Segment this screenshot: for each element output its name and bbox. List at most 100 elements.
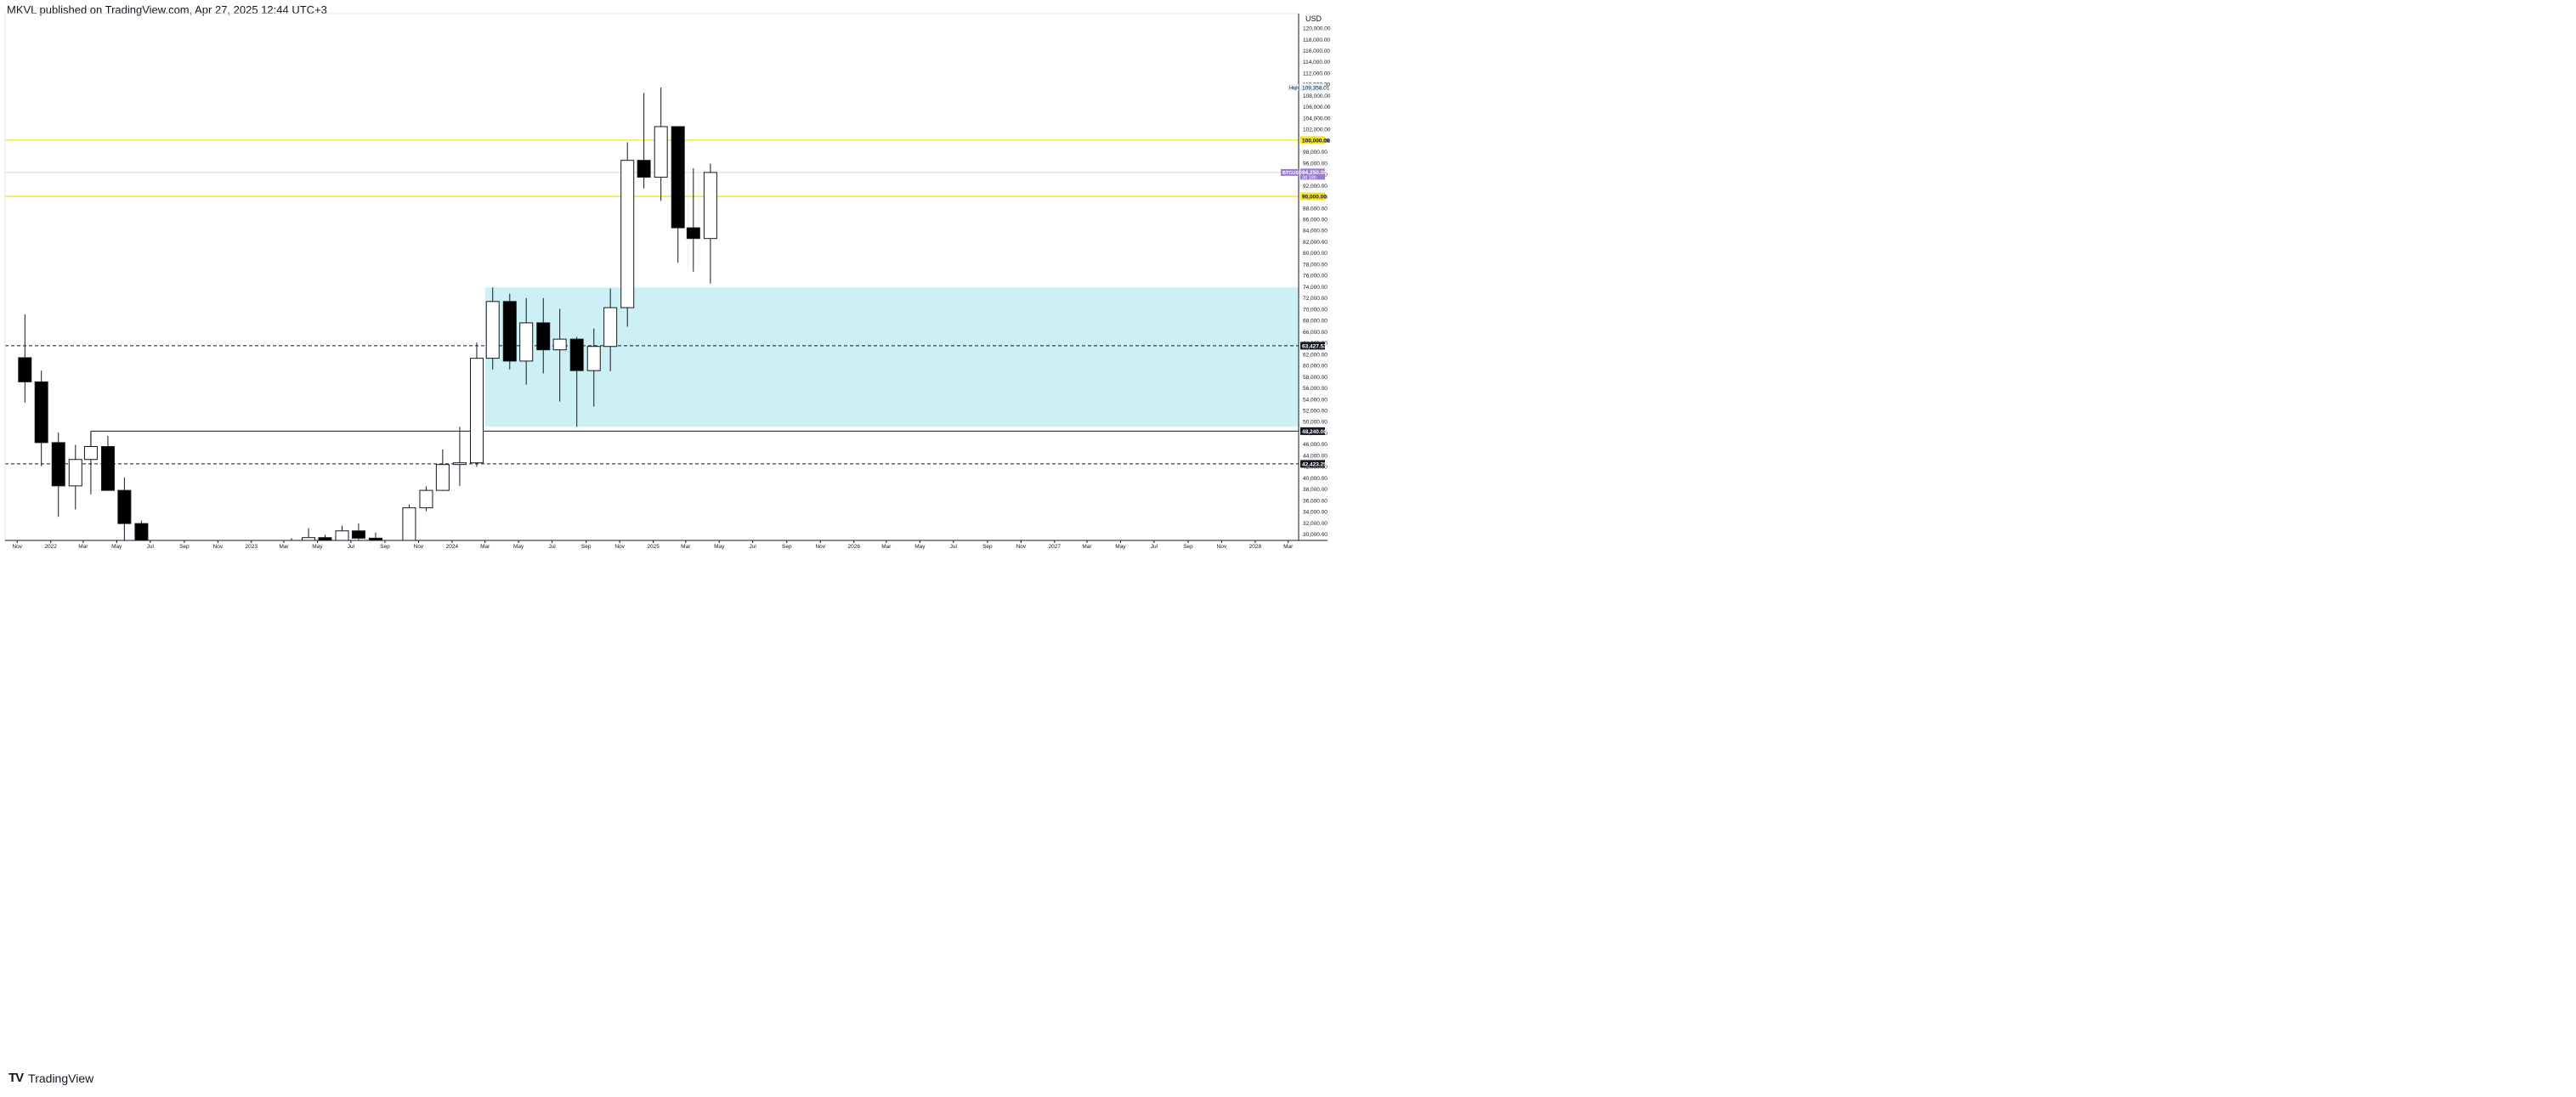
high-label-bg bbox=[1288, 83, 1299, 91]
symbol-tag: BTCUSD bbox=[1282, 171, 1302, 176]
price-tick-label: 82,000.00 bbox=[1303, 240, 1328, 246]
bearish-candle bbox=[686, 227, 700, 240]
price-tick-label: 36,000.00 bbox=[1303, 498, 1328, 504]
price-tick-label: 104,000.00 bbox=[1303, 116, 1331, 122]
axis-labels-layer: USD 30,000.00 32,000.00 34,000.00 36,000.00 3… bbox=[12, 14, 1330, 550]
time-tick-label: Nov bbox=[414, 544, 424, 550]
bullish-candle bbox=[519, 322, 534, 362]
price-tick-label: 46,000.00 bbox=[1303, 442, 1328, 448]
time-tick-label: 2027 bbox=[1049, 544, 1062, 550]
price-tick-label: 102,000.00 bbox=[1303, 127, 1331, 133]
price-tick-label: 80,000.00 bbox=[1303, 251, 1328, 257]
time-tick-label: May bbox=[1115, 544, 1126, 550]
price-tick-label: 76,000.00 bbox=[1303, 274, 1328, 280]
price-tick-label: 30,000.00 bbox=[1303, 532, 1328, 538]
price-tick-label: 106,000.00 bbox=[1303, 105, 1331, 110]
price-tick-label: 72,000.00 bbox=[1303, 296, 1328, 302]
price-tick-label: 116,000.00 bbox=[1303, 48, 1330, 54]
ray-price-tag: 48,240.00 bbox=[1302, 429, 1327, 435]
time-tick-label: Mar bbox=[279, 544, 289, 550]
time-tick-label: 2028 bbox=[1249, 544, 1262, 550]
price-tick-label: 88,000.00 bbox=[1303, 206, 1328, 212]
time-tick-label: 2026 bbox=[847, 544, 860, 550]
time-tick-label: May bbox=[513, 544, 524, 550]
bullish-candle bbox=[552, 338, 567, 351]
candles-layer bbox=[18, 87, 717, 540]
price-tick-label: 32,000.00 bbox=[1303, 521, 1328, 527]
time-tick-label: Mar bbox=[480, 544, 490, 550]
level-price-tag: 63,427.53 bbox=[1302, 343, 1327, 349]
price-tick-label: 40,000.00 bbox=[1303, 476, 1328, 482]
axes-layer bbox=[4, 13, 1328, 543]
time-tick-label: Jul bbox=[750, 544, 757, 550]
demand-zone bbox=[484, 287, 1299, 427]
ray-price-tag-bg bbox=[1300, 427, 1325, 435]
time-tick-label: Mar bbox=[681, 544, 691, 550]
bullish-candle bbox=[586, 346, 601, 371]
time-tick-label: May bbox=[914, 544, 926, 550]
time-tick-label: May bbox=[714, 544, 725, 550]
time-tick-label: Nov bbox=[1217, 544, 1227, 550]
tradingview-branding: TV TradingView bbox=[8, 1071, 93, 1085]
level-price-tag-bg bbox=[1300, 460, 1325, 468]
price-tick-label: 52,000.00 bbox=[1303, 408, 1328, 414]
high-value-tag-bg bbox=[1300, 83, 1325, 92]
bearish-candle bbox=[134, 523, 149, 540]
price-tick-label: 84,000.00 bbox=[1303, 229, 1328, 235]
bearish-candle bbox=[351, 530, 365, 539]
bearish-candle bbox=[18, 357, 32, 382]
bearish-candle bbox=[51, 442, 65, 487]
price-tick-label: 50,000.00 bbox=[1303, 420, 1328, 426]
time-tick-label: 2024 bbox=[446, 544, 459, 550]
current-price-tag-bg bbox=[1300, 168, 1325, 180]
bullish-candle bbox=[452, 462, 467, 466]
bearish-candle bbox=[637, 160, 651, 178]
price-tick-label: 112,000.00 bbox=[1303, 71, 1330, 76]
bullish-candle bbox=[654, 126, 668, 178]
price-tick-label: 114,000.00 bbox=[1303, 59, 1330, 65]
price-tick-label: 34,000.00 bbox=[1303, 510, 1328, 516]
time-tick-label: 2025 bbox=[647, 544, 660, 550]
price-levels-layer bbox=[5, 139, 1299, 465]
price-tick-label: 66,000.00 bbox=[1303, 330, 1328, 336]
level-price-tag: 90,000.00 bbox=[1302, 195, 1327, 201]
time-tick-label: Sep bbox=[982, 544, 993, 550]
time-tick-label: Mar bbox=[78, 544, 88, 550]
bearish-candle bbox=[502, 301, 517, 362]
time-tick-label: 2023 bbox=[246, 544, 258, 550]
time-tick-label: 2022 bbox=[44, 544, 57, 550]
high-label: High bbox=[1289, 86, 1299, 91]
price-tick-label: 108,000.00 bbox=[1303, 93, 1331, 99]
level-price-tag-bg bbox=[1300, 342, 1325, 350]
time-tick-label: Nov bbox=[815, 544, 825, 550]
price-tick-label: 98,000.00 bbox=[1303, 150, 1328, 156]
price-tick-label: 74,000.00 bbox=[1303, 285, 1328, 291]
bearish-candle bbox=[117, 489, 132, 524]
bullish-candle bbox=[83, 445, 98, 461]
bullish-candle bbox=[603, 307, 618, 348]
price-tick-label: 70,000.00 bbox=[1303, 307, 1328, 313]
bullish-candle bbox=[302, 537, 316, 540]
bullish-candle bbox=[485, 301, 500, 359]
time-tick-label: May bbox=[312, 544, 323, 550]
time-tick-label: Mar bbox=[881, 544, 892, 550]
bearish-candle bbox=[34, 381, 48, 444]
price-tick-label: 62,000.00 bbox=[1303, 352, 1328, 358]
time-tick-label: Sep bbox=[380, 544, 390, 550]
current-price-value: 94,250.00 bbox=[1302, 170, 1327, 176]
plot-border bbox=[4, 13, 1299, 541]
level-price-tag: 42,423.25 bbox=[1302, 461, 1327, 467]
tradingview-brand-text: TradingView bbox=[28, 1071, 94, 1085]
bullish-candle bbox=[620, 160, 635, 308]
bearish-candle bbox=[569, 338, 584, 371]
time-tick-label: Mar bbox=[1082, 544, 1092, 550]
price-tick-label: 86,000.00 bbox=[1303, 218, 1328, 223]
time-tick-label: Nov bbox=[614, 544, 625, 550]
price-tick-label: 96,000.00 bbox=[1303, 161, 1328, 167]
time-tick-label: Sep bbox=[782, 544, 792, 550]
level-price-tag: 100,000.00 bbox=[1302, 138, 1330, 144]
price-tick-label: 54,000.00 bbox=[1303, 397, 1328, 403]
price-tick-label: 92,000.00 bbox=[1303, 184, 1328, 189]
bullish-candle bbox=[435, 464, 450, 491]
